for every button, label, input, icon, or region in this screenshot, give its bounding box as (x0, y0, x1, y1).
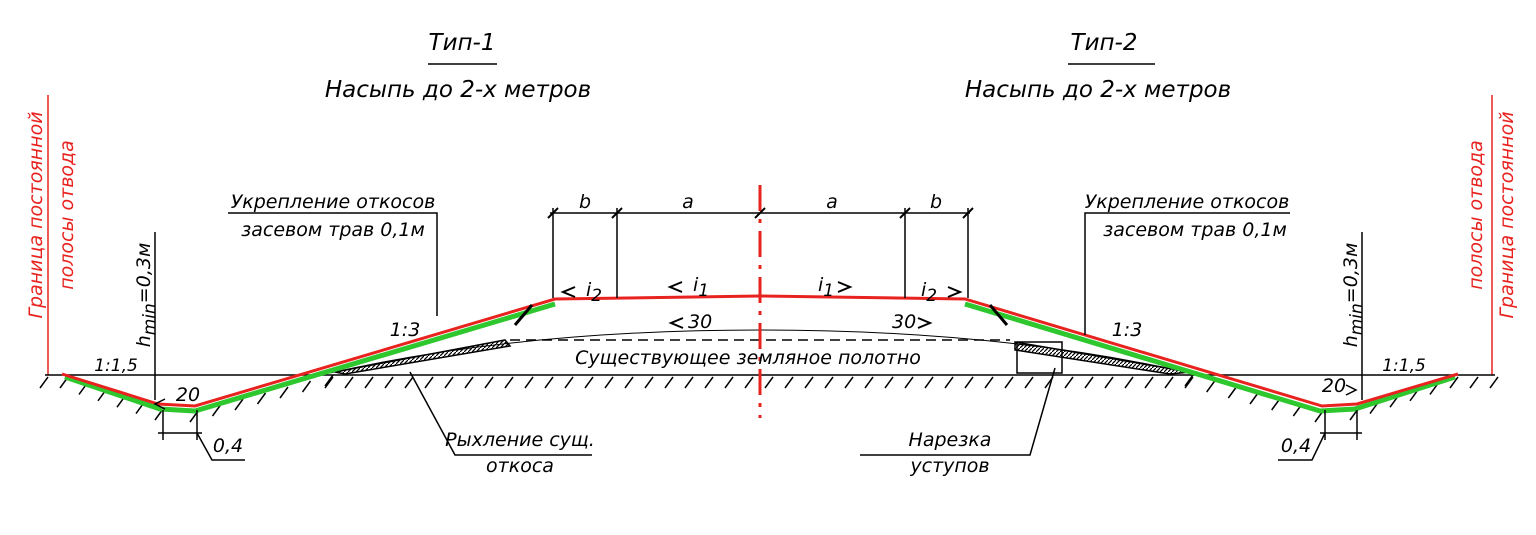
benching-label: Нарезка (909, 429, 992, 451)
cross-slope: i2 (586, 279, 602, 306)
boundary-label: полосы отвода (56, 140, 78, 290)
bench-box (1016, 341, 1063, 374)
subtitle: Насыпь до 2-х метров (965, 77, 1231, 103)
dim-label: b (579, 191, 591, 213)
boundary-label: Граница постоянной (25, 111, 47, 318)
type-title: Тип-2 (1071, 30, 1138, 56)
slope-arrows (560, 281, 963, 329)
slope-label: 1:3 (1112, 319, 1143, 341)
hatch-ticks (39, 374, 1499, 423)
cross-slope: i2 (921, 279, 937, 306)
break-mark (988, 304, 1009, 326)
ditch-depth: 20 (1322, 375, 1346, 397)
leader (228, 212, 438, 316)
subtitle: Насыпь до 2-х метров (325, 77, 591, 103)
cross-slope: i1 (693, 274, 709, 301)
dim-label: b (930, 191, 942, 213)
width-dim (158, 410, 1362, 440)
reinforcement-label: засевом трав 0,1м (241, 219, 425, 241)
dim-label: a (826, 191, 838, 213)
grass-layer (964, 301, 1456, 414)
ditch-depth: 20 (176, 384, 200, 406)
leader (196, 432, 245, 461)
slope-label: 1:3 (390, 319, 421, 341)
depth-arrow (153, 384, 1358, 410)
hmin-label: hmin=0,3м (133, 243, 160, 348)
cross-slope: i1 (818, 274, 834, 301)
benching-label: уступов (909, 455, 989, 477)
leader (1084, 212, 1290, 335)
boundary-label: Граница постоянной (1496, 111, 1518, 318)
loosening-label: Рыхление сущ. (445, 429, 595, 451)
loosened-slope (334, 339, 512, 375)
leader (860, 367, 1056, 456)
ditch-slope: 1:1,5 (1382, 356, 1426, 376)
leader (1278, 432, 1326, 461)
hmin-label: hmin=0,3м (1340, 243, 1367, 348)
reinforcement-label: Укрепление откосов (231, 191, 436, 213)
dim-ticks (547, 207, 974, 219)
existing-slope: 30 (688, 311, 712, 333)
ditch-width: 0,4 (213, 435, 243, 457)
benches (1014, 341, 1191, 375)
loosening-label: откоса (486, 455, 554, 477)
reinforcement-label: Укрепление откосов (1085, 191, 1290, 213)
leader (409, 371, 592, 456)
dim-label: a (682, 191, 694, 213)
break-mark (513, 304, 534, 326)
type-title: Тип-1 (429, 30, 496, 56)
reinforcement-label: засевом трав 0,1м (1103, 219, 1287, 241)
ditch-slope: 1:1,5 (94, 356, 138, 376)
grass-layer (64, 301, 556, 414)
boundary-label: полосы отвода (1465, 140, 1487, 290)
ground-hatch (39, 374, 1499, 423)
ditch-width: 0,4 (1281, 435, 1311, 457)
existing-slope: 30 (892, 311, 916, 333)
existing-label: Существующее земляное полотно (575, 347, 921, 369)
